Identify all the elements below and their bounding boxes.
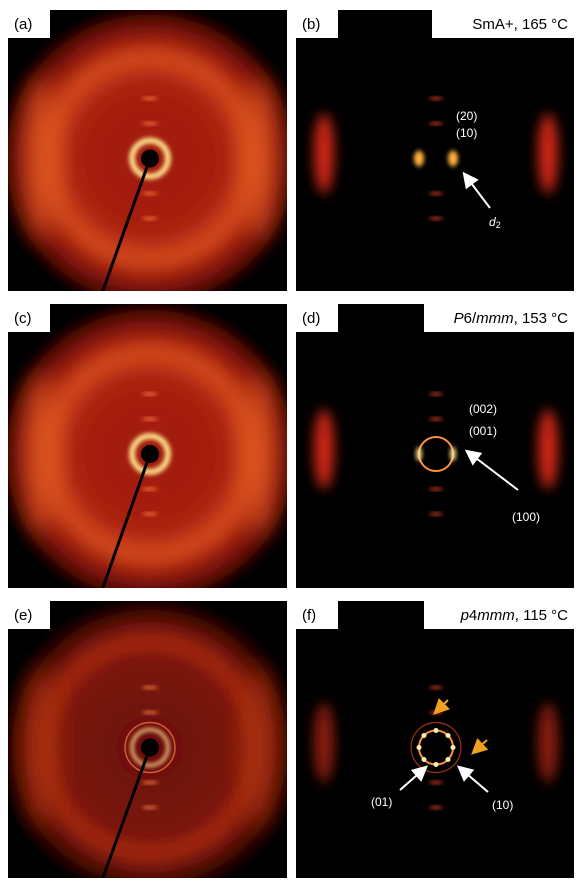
arc: [242, 668, 274, 828]
condition-part: , 115 °C: [515, 607, 568, 624]
panel-label: (d): [302, 310, 320, 327]
annotation: (10): [492, 798, 513, 812]
beam-stop: [141, 445, 159, 463]
condition-part: mmm: [476, 310, 514, 327]
reflection: [142, 686, 158, 689]
condition: P6/mmm, 153 °C: [454, 310, 569, 327]
wide-peak: [538, 114, 558, 194]
arc: [26, 374, 58, 534]
reflection: [142, 806, 158, 809]
peak: [416, 447, 422, 461]
d2-peak: [448, 151, 458, 167]
condition: SmA+, 165 °C: [472, 16, 568, 33]
d2-peak: [414, 151, 424, 167]
reflection: [142, 781, 158, 784]
annotation: (002): [469, 402, 497, 416]
reflection: [142, 97, 158, 100]
wide-peak: [538, 409, 558, 489]
beam-stop: [141, 150, 159, 168]
condition-part: mmm: [477, 607, 515, 624]
annotation: (01): [371, 795, 392, 809]
reflection: [142, 418, 158, 421]
reflection: [429, 418, 443, 421]
peak: [417, 745, 422, 750]
panel-label: (a): [14, 16, 32, 33]
subscript: 2: [496, 220, 501, 230]
reflection: [429, 781, 443, 784]
arc: [26, 668, 58, 828]
panel: (e): [0, 598, 300, 882]
reflection: [429, 393, 443, 396]
panel: (f) p4mmm, 115 °C (01) (10): [296, 601, 574, 878]
panel-bg: [296, 10, 574, 291]
annotation: (10): [456, 126, 477, 140]
condition-part: , 153 °C: [514, 310, 569, 327]
beam-stop: [141, 739, 159, 757]
reflection: [429, 686, 443, 689]
panel-label: (f): [302, 607, 316, 624]
condition-part: SmA+, 165 °C: [472, 16, 568, 33]
annotation: (20): [456, 109, 477, 123]
wide-peak: [314, 114, 334, 194]
reflection: [142, 711, 158, 714]
figure: (a)(b)SmA+, 165 °C(20)(10)d2(c)(d)P6/mmm…: [0, 0, 581, 882]
reflection: [429, 97, 443, 100]
panel: (c): [0, 304, 300, 604]
reflection: [142, 217, 158, 220]
panel-label: (c): [14, 310, 32, 327]
arc: [242, 79, 274, 239]
wide-peak: [314, 409, 334, 489]
reflection: [429, 806, 443, 809]
panel-bg: [296, 601, 574, 878]
peak: [451, 745, 456, 750]
panel: (d) P6/mmm, 153 °C (002) (001) (100): [296, 304, 574, 588]
wide-peak: [314, 703, 334, 783]
condition-part: 6/: [464, 310, 477, 327]
annotation: (001): [469, 424, 497, 438]
reflection: [142, 122, 158, 125]
annotation: (100): [512, 510, 540, 524]
reflection: [429, 217, 443, 220]
reflection: [142, 488, 158, 491]
reflection: [429, 192, 443, 195]
reflection: [142, 192, 158, 195]
panel-bg: [296, 304, 574, 588]
peak: [421, 733, 426, 738]
condition: p4mmm, 115 °C: [460, 607, 569, 624]
reflection: [429, 488, 443, 491]
reflection: [142, 393, 158, 396]
condition-part: P: [454, 310, 464, 327]
reflection: [142, 513, 158, 516]
condition-part: 4: [469, 607, 477, 624]
reflection: [429, 122, 443, 125]
wide-peak: [538, 703, 558, 783]
peak: [421, 757, 426, 762]
peak: [434, 762, 439, 767]
panel-label: (b): [302, 16, 320, 33]
peak: [446, 757, 451, 762]
panel-label: (e): [14, 607, 32, 624]
arc: [26, 79, 58, 239]
panel: (b)SmA+, 165 °C(20)(10)d2: [296, 10, 574, 291]
panel: (a): [0, 9, 300, 309]
peak: [434, 728, 439, 733]
reflection: [429, 513, 443, 516]
peak: [450, 447, 456, 461]
peak: [446, 733, 451, 738]
arc: [242, 374, 274, 534]
condition-part: p: [460, 607, 469, 624]
